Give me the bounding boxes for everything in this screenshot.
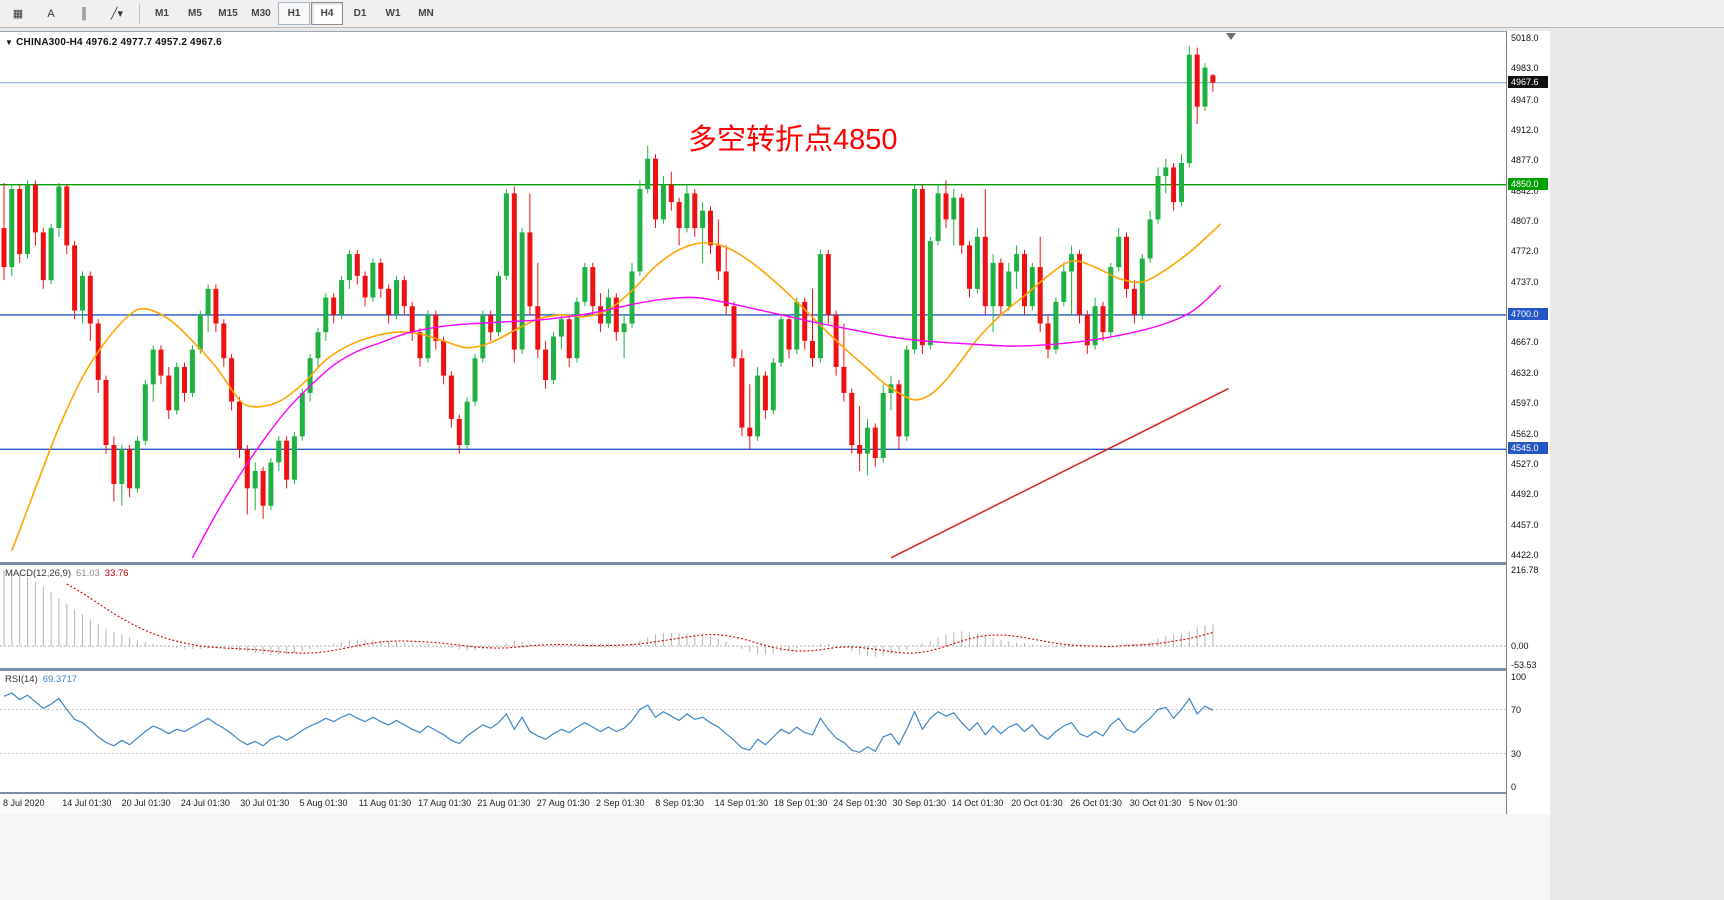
price-tick-label: 4562.0 (1511, 428, 1539, 439)
time-tick-label: 27 Aug 01:30 (536, 798, 590, 808)
toolbar: ▦ A ║ ╱▾ M1 M5 M15 M30 H1 H4 D1 W1 MN (0, 0, 1724, 28)
time-tick-label: 24 Sep 01:30 (833, 798, 887, 808)
time-tick-label: 2 Sep 01:30 (596, 798, 645, 808)
time-tick-label: 20 Oct 01:30 (1011, 798, 1063, 808)
price-tick-label: 4667.0 (1511, 337, 1539, 348)
price-tick-label: 4807.0 (1511, 216, 1539, 226)
timeframe-m1-button[interactable]: M1 (155, 8, 169, 19)
time-tick-label: 26 Oct 01:30 (1070, 798, 1122, 808)
symbol-ohlc-text: CHINA300-H4 4976.2 4977.7 4957.2 4967.6 (16, 37, 222, 48)
macd-main-value: 61.03 (76, 568, 100, 579)
macd-tick-label: -53.53 (1511, 660, 1537, 670)
panel-separator[interactable] (0, 562, 1549, 565)
time-tick-label: 21 Aug 01:30 (477, 798, 531, 808)
macd-tick-label: 216.78 (1511, 564, 1539, 575)
drawing-tools-group: ▦ A ║ ╱▾ (2, 2, 133, 25)
rsi-chart[interactable] (0, 671, 1506, 792)
vertical-line-tool[interactable]: ║ (80, 7, 88, 20)
chart-menu-arrow-icon[interactable]: ▼ (5, 38, 14, 47)
timeframe-buttons-group: M1 M5 M15 M30 H1 H4 D1 W1 MN (146, 2, 442, 25)
time-tick-label: 11 Aug 01:30 (358, 798, 412, 808)
price-tick-label: 4842.0 (1511, 185, 1539, 196)
timeframe-h1-button[interactable]: H1 (278, 2, 310, 25)
rsi-tick-label: 0 (1511, 781, 1517, 792)
time-tick-label: 20 Jul 01:30 (121, 798, 171, 808)
price-tick-label: 4912.0 (1511, 124, 1539, 135)
price-tick-label: 4737.0 (1511, 276, 1539, 287)
panel-separator[interactable] (0, 668, 1549, 671)
line-studies-dropdown[interactable]: ╱▾ (110, 8, 124, 20)
timeframe-d1-button[interactable]: D1 (353, 8, 367, 19)
macd-panel[interactable]: MACD(12,26,9) 61.03 33.76 (0, 565, 1506, 668)
price-badge-4700.0: 4700.0 (1508, 307, 1548, 320)
price-tick-label: 5018.0 (1511, 32, 1539, 43)
time-tick-label: 14 Jul 01:30 (62, 798, 112, 808)
price-tick-label: 4772.0 (1511, 246, 1539, 257)
time-tick-label: 18 Sep 01:30 (773, 798, 828, 808)
toolbar-separator (139, 3, 140, 24)
time-tick-label: 5 Aug 01:30 (299, 798, 348, 808)
timeframe-m15-button[interactable]: M15 (218, 8, 238, 19)
macd-label: MACD(12,26,9) 61.03 33.76 (5, 568, 129, 579)
macd-signal-value: 33.76 (104, 568, 129, 579)
candlestick-chart[interactable] (0, 32, 1506, 563)
timeframe-m30-button[interactable]: M30 (251, 8, 271, 19)
current-price-badge: 4967.6 (1508, 75, 1548, 88)
rsi-panel[interactable]: RSI(14) 69.3717 (0, 671, 1506, 792)
price-tick-label: 4422.0 (1511, 550, 1539, 561)
price-tick-label: 4457.0 (1511, 519, 1539, 530)
time-tick-label: 30 Oct 01:30 (1129, 798, 1182, 808)
time-tick-label: 8 Sep 01:30 (655, 798, 704, 808)
timeframe-m5-button[interactable]: M5 (188, 8, 202, 19)
chart-shift-marker-icon[interactable] (1226, 33, 1236, 40)
window-background (1550, 28, 1724, 900)
time-tick-label: 5 Nov 01:30 (1189, 798, 1238, 808)
time-tick-label: 30 Jul 01:30 (240, 798, 290, 808)
macd-name: MACD(12,26,9) (5, 568, 71, 579)
price-tick-label: 4597.0 (1511, 398, 1539, 409)
chart-annotation-text[interactable]: 多空转折点4850 (688, 124, 898, 156)
macd-tick-label: 0.00 (1511, 641, 1529, 652)
symbol-ohlc-label: ▼ CHINA300-H4 4976.2 4977.7 4957.2 4967.6 (5, 37, 222, 48)
price-badge-4545.0: 4545.0 (1508, 442, 1548, 455)
time-tick-label: 14 Sep 01:30 (714, 798, 769, 808)
rsi-tick-label: 30 (1511, 748, 1522, 759)
text-label-tool[interactable]: A (47, 7, 55, 20)
rsi-tick-label: 70 (1511, 704, 1522, 715)
rsi-value: 69.3717 (42, 674, 78, 685)
panel-separator[interactable] (0, 792, 1549, 795)
price-tick-label: 4983.0 (1511, 63, 1539, 74)
timeframe-h4-button[interactable]: H4 (311, 2, 343, 25)
price-tick-label: 4492.0 (1511, 489, 1539, 500)
price-axis[interactable]: 5018.0 4983.0 4947.0 4912.0 4877.0 4842.0 4807… (1506, 31, 1550, 814)
time-tick-label: 14 Oct 01:30 (951, 798, 1004, 808)
time-tick-label: 30 Sep 01:30 (892, 798, 947, 808)
price-tick-label: 4947.0 (1511, 94, 1539, 105)
price-tick-label: 4877.0 (1511, 155, 1539, 166)
window-bottom-area (0, 814, 1550, 900)
timeframe-mn-button[interactable]: MN (418, 8, 434, 19)
time-tick-label: 8 Jul 2020 (3, 798, 45, 808)
time-tick-label: 24 Jul 01:30 (180, 798, 230, 808)
rsi-tick-label: 100 (1511, 671, 1527, 682)
price-tick-label: 4632.0 (1511, 367, 1539, 378)
macd-chart[interactable] (0, 565, 1506, 668)
price-badge-4850.0: 4850.0 (1508, 177, 1548, 190)
price-chart-panel[interactable]: ▼ CHINA300-H4 4976.2 4977.7 4957.2 4967.6… (0, 31, 1506, 563)
price-tick-label: 4527.0 (1511, 458, 1539, 469)
templates-icon[interactable]: ▦ (12, 8, 24, 20)
timeframe-w1-button[interactable]: W1 (385, 8, 401, 19)
time-tick-label: 17 Aug 01:30 (418, 798, 472, 808)
time-axis[interactable]: 8 Jul 2020 14 Jul 01:30 20 Jul 01:30 24 Jul… (0, 794, 1549, 814)
rsi-label: RSI(14) 69.3717 (5, 674, 77, 685)
rsi-name: RSI(14) (5, 674, 38, 685)
